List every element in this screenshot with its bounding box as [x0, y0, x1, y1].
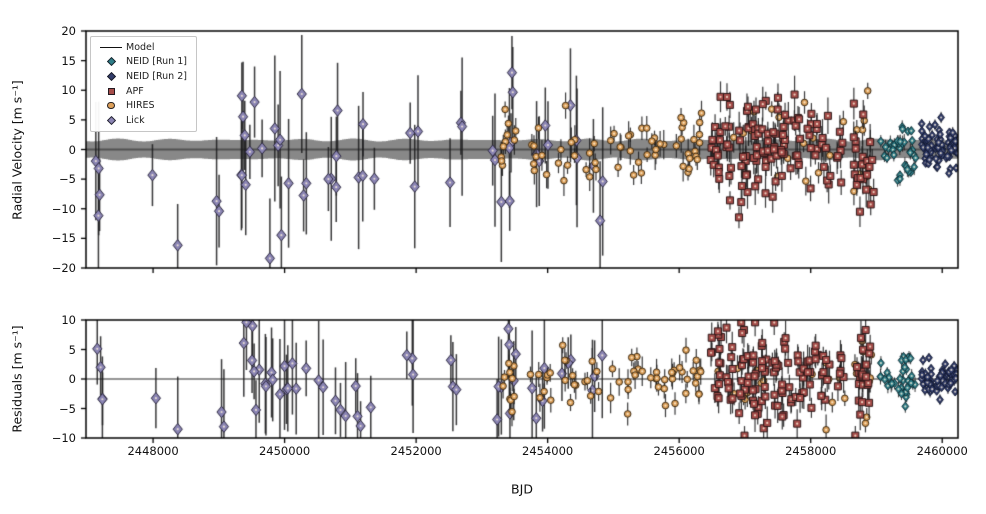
residuals-axis-title: Residuals [m s⁻¹] [9, 325, 25, 433]
x-tick-label: 2458000 [785, 444, 837, 458]
x-tick-label: 2448000 [127, 444, 179, 458]
rv-axis-title: Radial Velocity [m s⁻¹] [9, 80, 25, 220]
y-tick-label: 15 [61, 53, 76, 68]
x-tick-label: 2454000 [522, 444, 574, 458]
legend-item-lick: Lick [96, 113, 187, 128]
y-tick-label: 10 [61, 313, 76, 327]
y-tick-label: 20 [61, 24, 76, 38]
circle-icon [96, 101, 126, 110]
x-tick-label: 2450000 [258, 444, 311, 458]
square-icon [96, 87, 126, 95]
line-icon [96, 46, 126, 48]
x-tick-label: 2460000 [916, 444, 968, 458]
y-tick-label: 5 [68, 112, 76, 127]
y-tick-label: −20 [51, 261, 76, 275]
y-tick-label: −5 [59, 172, 76, 187]
legend: Model NEID [Run 1] NEID [Run 2] APF HIRES Lic… [90, 36, 197, 132]
x-tick-label: 2452000 [390, 444, 442, 458]
y-tick-label: −10 [51, 201, 76, 216]
diamond-icon [96, 57, 126, 67]
x-axis-title: BJD [511, 481, 533, 497]
legend-item-model: Model [96, 40, 187, 55]
diamond-icon [96, 115, 126, 125]
y-tick-label: −5 [59, 401, 76, 416]
x-tick-label: 2456000 [653, 444, 705, 458]
y-tick-label: −15 [51, 231, 76, 246]
legend-item-apf: APF [96, 84, 187, 99]
legend-item-label: NEID [Run 1] [126, 56, 187, 68]
legend-item-neid-run-2: NEID [Run 2] [96, 69, 187, 84]
legend-item-hires: HIRES [96, 98, 187, 113]
legend-item-label: Lick [126, 114, 145, 126]
legend-item-label: Model [126, 41, 155, 53]
diamond-icon [96, 71, 126, 82]
legend-item-label: APF [126, 85, 144, 97]
legend-item-neid-run-1: NEID [Run 1] [96, 55, 187, 70]
y-tick-label: −10 [51, 431, 76, 445]
legend-item-label: HIRES [126, 100, 155, 112]
y-tick-label: 5 [68, 342, 76, 357]
legend-item-label: NEID [Run 2] [126, 70, 187, 82]
y-tick-label: 0 [68, 372, 76, 386]
y-tick-label: 10 [61, 83, 76, 98]
y-tick-label: 0 [68, 142, 76, 157]
